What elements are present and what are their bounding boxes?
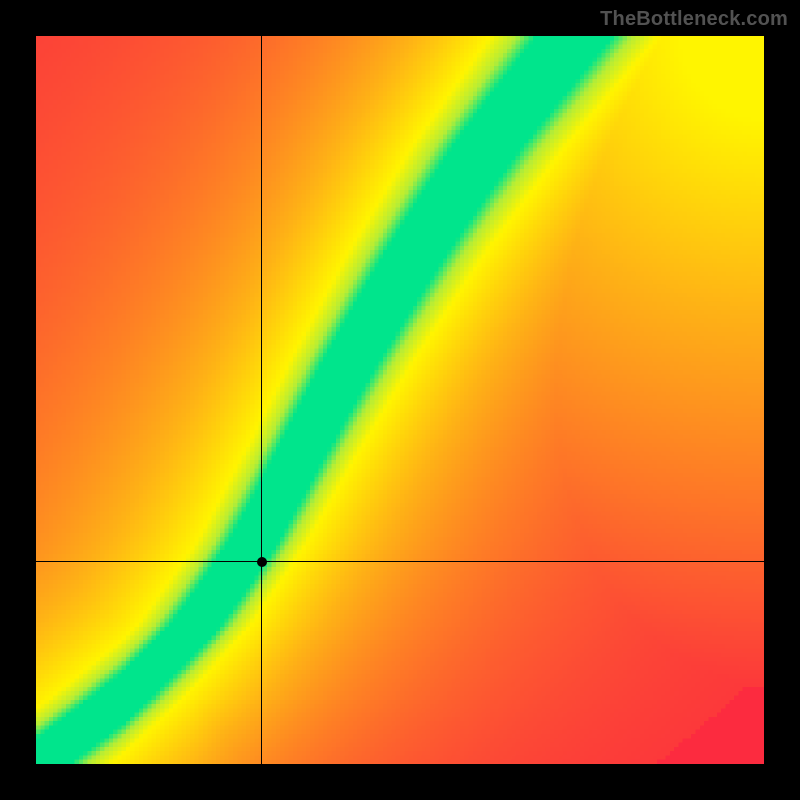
bottleneck-heatmap [36,36,764,764]
root-container: TheBottleneck.com [0,0,800,800]
crosshair-vertical [261,36,262,764]
crosshair-marker [257,557,267,567]
watermark-text: TheBottleneck.com [600,8,788,31]
crosshair-horizontal [36,561,764,562]
